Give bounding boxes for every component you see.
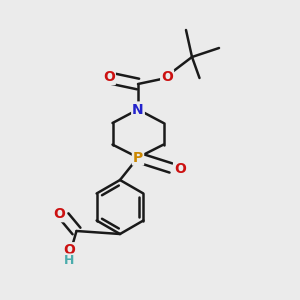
- Text: N: N: [132, 103, 144, 116]
- Text: O: O: [63, 243, 75, 257]
- Text: P: P: [133, 151, 143, 164]
- Text: O: O: [53, 207, 65, 221]
- Text: O: O: [103, 70, 115, 84]
- Text: O: O: [174, 162, 186, 176]
- Text: O: O: [161, 70, 173, 84]
- Text: H: H: [64, 254, 74, 268]
